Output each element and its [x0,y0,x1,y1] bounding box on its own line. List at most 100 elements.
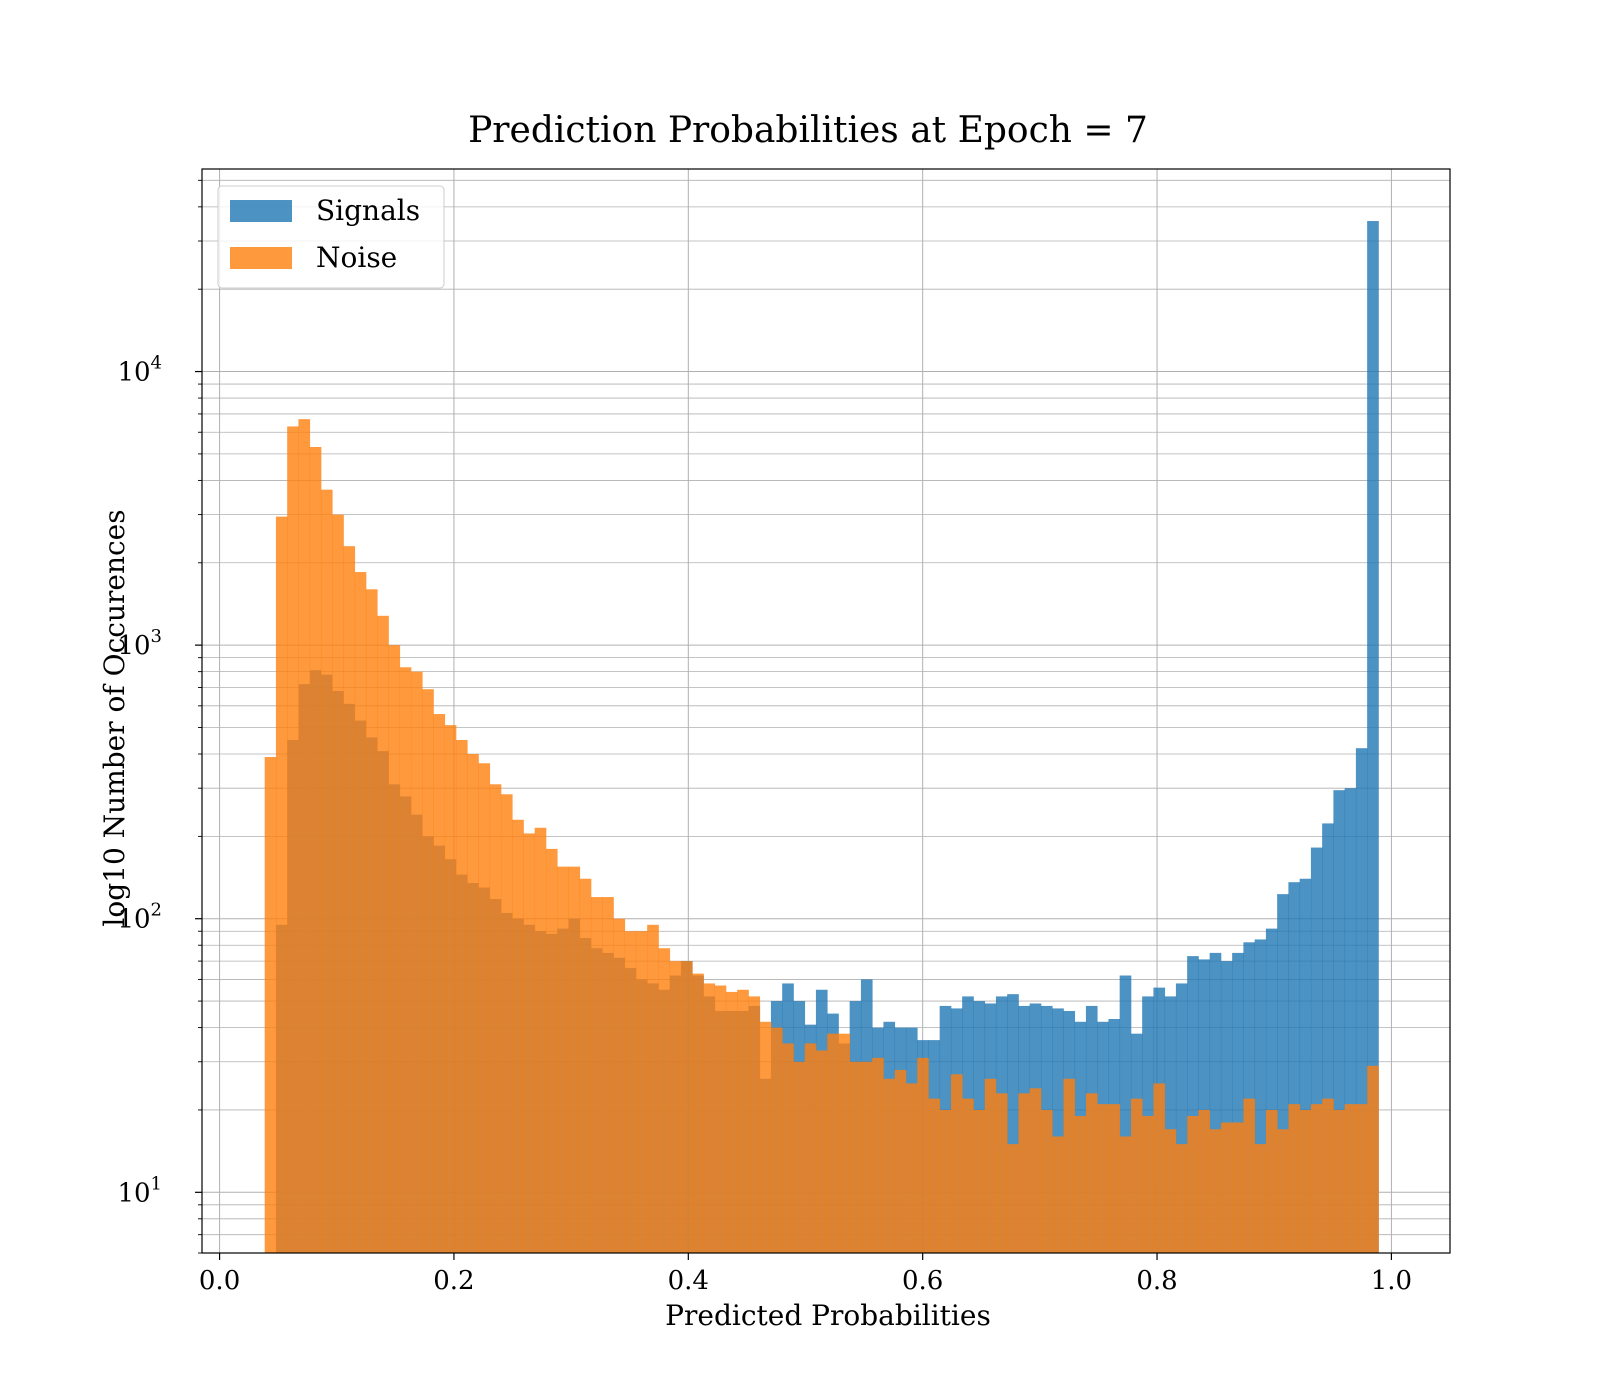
bar-noise [680,961,693,1253]
bar-noise [759,1021,772,1253]
bar-signals [1288,882,1301,1253]
bar-signals [1355,748,1368,1253]
bar-noise [714,985,727,1253]
bar-noise [1288,1104,1301,1253]
bar-noise [1040,1109,1053,1253]
bar-noise [1198,1109,1211,1253]
bar-signals [1333,790,1346,1253]
bar-noise [1367,1065,1379,1253]
bar-noise [1355,1104,1368,1253]
bar-noise [1063,1078,1076,1253]
bar-noise [1085,1093,1098,1253]
bar-noise [635,931,648,1253]
bar-noise [534,827,547,1253]
bar-noise [692,973,704,1253]
bar-signals [1164,996,1177,1253]
bar-noise [1018,1093,1031,1253]
bar-noise [1265,1109,1278,1253]
y-axis-label: log10 Number of Occurences [98,509,131,926]
bar-noise [894,1069,907,1253]
y-tick-base: 10 [117,1178,150,1208]
bar-noise [827,1033,839,1253]
bar-noise [793,1061,806,1253]
bar-signals [1277,894,1289,1253]
y-tick-label: 103 [117,626,162,661]
series-noise [264,419,1379,1253]
bar-noise [613,918,626,1253]
bar-noise [950,1074,963,1253]
bar-signals [1198,959,1211,1253]
y-tick-label: 102 [117,900,162,935]
bar-noise [1322,1098,1334,1253]
bar-signals [1175,983,1188,1253]
bar-noise [928,1098,941,1253]
y-tick-label: 104 [117,353,162,388]
bar-noise [995,1093,1008,1253]
bar-noise [883,1078,896,1253]
bar-noise [343,546,356,1253]
bar-noise [1097,1104,1109,1253]
bar-noise [905,1083,918,1253]
bar-noise [1209,1129,1222,1253]
x-tick-label: 1.0 [1371,1266,1412,1296]
bar-noise [849,1061,862,1253]
bar-noise [1254,1144,1267,1253]
bar-signals [1254,939,1267,1253]
bar-signals [1007,994,1019,1253]
y-tick-exponent: 1 [151,1173,162,1194]
bar-noise [365,589,378,1253]
bar-noise [399,667,412,1253]
bar-noise [287,426,299,1253]
legend-label-signals: Signals [316,194,420,227]
bar-noise [568,866,581,1253]
bar-signals [1367,221,1379,1253]
bar-noise [1232,1122,1244,1253]
y-tick-label: 101 [117,1173,162,1208]
legend: Signals Noise [217,185,445,289]
bar-noise [500,794,513,1253]
bar-noise [624,931,637,1253]
bar-signals [1243,942,1256,1253]
bar-noise [703,983,716,1253]
bar-noise [962,1098,974,1253]
bar-noise [1344,1104,1357,1253]
bar-noise [647,924,659,1253]
bar-signals [1232,952,1244,1253]
y-tick-base: 10 [117,358,150,388]
bar-noise [298,419,311,1253]
bar-noise [1175,1144,1188,1253]
bar-signals [1322,823,1334,1253]
y-tick-base: 10 [117,905,150,935]
bar-noise [872,1057,884,1253]
bar-noise [489,784,502,1253]
bar-signals [1187,956,1199,1253]
bar-signals [1299,878,1312,1253]
plot-frame [201,168,1451,1254]
bar-noise [264,757,277,1253]
bar-noise [590,897,603,1253]
histogram-bars [264,221,1379,1253]
bar-noise [377,615,389,1253]
bar-noise [973,1109,986,1253]
bar-noise [433,714,446,1253]
bar-noise [1310,1104,1323,1253]
bar-noise [455,740,468,1253]
bar-noise [422,689,434,1253]
y-tick-base: 10 [117,631,150,661]
bar-noise [804,1043,817,1253]
x-tick-label: 0.4 [668,1266,709,1296]
bar-signals [1119,975,1132,1253]
bar-noise [1108,1104,1121,1253]
bar-noise [275,516,288,1253]
bar-signals [1209,952,1222,1253]
x-axis-label: Predicted Probabilities [665,1299,991,1332]
bar-noise [770,1027,783,1253]
bar-noise [1029,1088,1042,1253]
bar-noise [815,1050,828,1253]
bar-noise [332,514,344,1253]
bar-noise [1164,1129,1177,1253]
bar-noise [669,961,682,1253]
chart-title: Prediction Probabilities at Epoch = 7 [468,110,1148,151]
bar-noise [388,645,401,1253]
bar-noise [725,991,738,1253]
